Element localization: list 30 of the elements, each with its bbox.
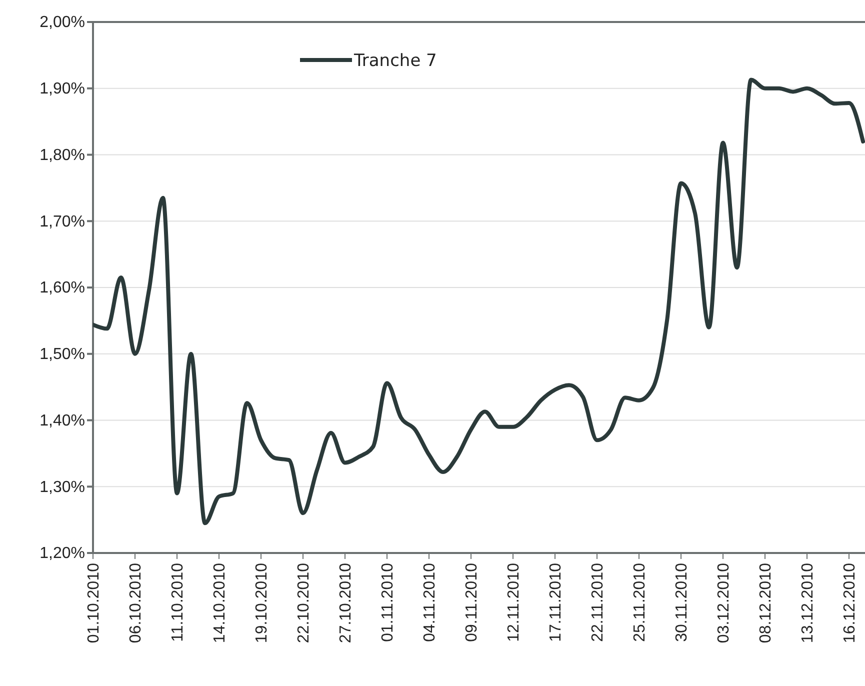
x-tick-label: 06.10.2010 xyxy=(128,562,145,644)
y-tick-label: 1,70% xyxy=(40,213,85,230)
x-tick-label: 13.12.2010 xyxy=(800,562,817,644)
x-tick-label: 22.10.2010 xyxy=(296,562,313,644)
y-tick-label: 1,20% xyxy=(40,545,85,562)
y-tick-label: 1,30% xyxy=(40,478,85,496)
x-tick-label: 01.11.2010 xyxy=(380,562,397,642)
x-tick-label: 16.12.2010 xyxy=(842,562,859,644)
y-tick-label: 1,90% xyxy=(40,80,85,98)
x-tick-label: 17.11.2010 xyxy=(548,562,565,642)
y-tick-label: 1,40% xyxy=(40,412,85,430)
x-tick-label: 09.11.2010 xyxy=(464,562,481,642)
y-tick-label: 1,80% xyxy=(40,146,85,164)
line-series xyxy=(93,78,865,526)
x-tick-label: 27.10.2010 xyxy=(338,562,355,644)
y-tick-label: 1,50% xyxy=(40,346,85,363)
x-tick-label: 19.10.2010 xyxy=(254,562,271,644)
y-tick-label: 2,00% xyxy=(40,14,85,32)
x-tick-label: 14.10.2010 xyxy=(212,562,229,644)
x-tick-label: 11.10.2010 xyxy=(170,562,187,642)
x-tick-label: 08.12.2010 xyxy=(758,562,775,644)
x-tick-label: 22.11.2010 xyxy=(590,562,607,642)
x-tick-label: 03.12.2010 xyxy=(716,562,733,644)
x-tick-label: 01.10.2010 xyxy=(86,562,103,644)
x-tick-label: 30.11.2010 xyxy=(674,562,691,642)
y-tick-label: 1,60% xyxy=(40,280,85,297)
x-tick-label: 25.11.2010 xyxy=(632,562,649,642)
x-tick-label: 04.11.2010 xyxy=(422,562,439,642)
x-tick-label: 12.11.2010 xyxy=(506,562,523,642)
legend-label: Tranche 7 xyxy=(353,50,437,71)
